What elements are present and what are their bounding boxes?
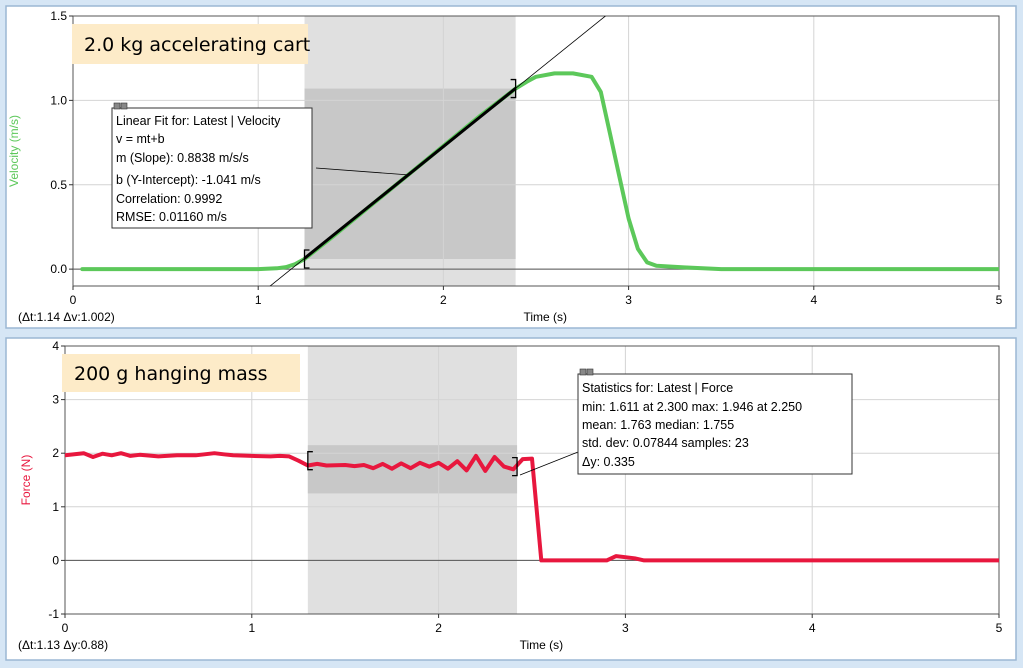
annotation-leader [519, 451, 579, 476]
y-tick-label: 1.0 [50, 93, 67, 107]
title-box [72, 24, 308, 64]
annotation-line: mean: 1.763 median: 1.755 [582, 418, 734, 432]
y-tick-label: 4 [52, 339, 59, 353]
y-tick-label: 0.0 [50, 262, 67, 276]
fit-line-extended [269, 16, 607, 286]
annotation-line: min: 1.611 at 2.300 max: 1.946 at 2.250 [582, 400, 802, 414]
x-axis-label: Time (s) [523, 310, 567, 324]
annotation-options-icon [120, 102, 128, 110]
y-tick-label: -1 [48, 607, 59, 621]
annotation-close-icon [579, 368, 587, 376]
y-tick-label: 0.5 [50, 178, 67, 192]
annotation-line: std. dev: 0.07844 samples: 23 [582, 436, 749, 450]
annotation-line: Correlation: 0.9992 [116, 192, 222, 206]
fit-line-segment [303, 87, 517, 260]
x-axis-label: Time (s) [520, 638, 564, 652]
bracket-end [512, 456, 518, 477]
annotation-box [577, 373, 853, 475]
x-tick-label: 3 [625, 293, 632, 307]
y-tick-label: 1.5 [50, 9, 67, 23]
x-tick-label: 1 [255, 293, 262, 307]
y-tick-label: 3 [52, 393, 59, 407]
annotation-line: v = mt+b [116, 132, 165, 146]
x-tick-label: 0 [70, 293, 77, 307]
bracket-start [307, 451, 313, 471]
chart-title: 200 g hanging mass [74, 363, 268, 385]
x-tick-label: 4 [810, 293, 817, 307]
annotation-options-icon [586, 368, 594, 376]
chart-panel-1: 0 1 2 3 4 5 0.0 0.5 1.0 1.5 Time (s) Velocity (m/s)… [5, 5, 1017, 329]
annotation-line: b (Y-Intercept): -1.041 m/s [116, 173, 261, 187]
annotation-line: Statistics for: Latest | Force [582, 381, 733, 395]
y-tick-label: 0 [52, 553, 59, 567]
annotation-box [111, 107, 313, 229]
plot-border [64, 345, 1000, 615]
x-tick-label: 5 [996, 621, 1003, 635]
x-tick-label: 3 [622, 621, 629, 635]
x-tick-label: 4 [809, 621, 816, 635]
annotation-line: RMSE: 0.01160 m/s [116, 210, 227, 224]
plot-border [72, 15, 1000, 287]
y-tick-label: 1 [52, 500, 59, 514]
annotation-line: m (Slope): 0.8838 m/s/s [116, 151, 249, 165]
bracket-start [303, 249, 310, 269]
delta-readout: (Δt:1.14 Δv:1.002) [18, 310, 115, 324]
annotation-leader [315, 167, 411, 176]
x-tick-label: 2 [440, 293, 447, 307]
data-series-line [65, 451, 999, 563]
x-tick-label: 2 [435, 621, 442, 635]
annotation-close-icon [113, 102, 121, 110]
x-tick-label: 1 [248, 621, 255, 635]
title-box [62, 354, 300, 392]
annotation-line: Linear Fit for: Latest | Velocity [116, 114, 281, 128]
data-series-line [80, 71, 999, 272]
x-tick-label: 5 [996, 293, 1003, 307]
x-tick-label: 0 [62, 621, 69, 635]
annotation-line: Δy: 0.335 [582, 455, 635, 469]
y-axis-label: Velocity (m/s) [7, 115, 21, 187]
chart-title: 2.0 kg accelerating cart [84, 34, 310, 56]
delta-readout: (Δt:1.13 Δy:0.88) [18, 638, 108, 652]
y-tick-label: 2 [52, 446, 59, 460]
bracket-end [510, 78, 517, 99]
y-axis-label: Force (N) [19, 455, 33, 506]
